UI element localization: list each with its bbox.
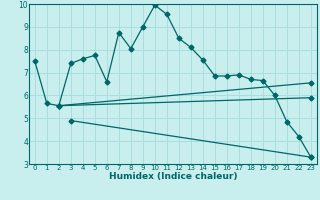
- X-axis label: Humidex (Indice chaleur): Humidex (Indice chaleur): [108, 172, 237, 181]
